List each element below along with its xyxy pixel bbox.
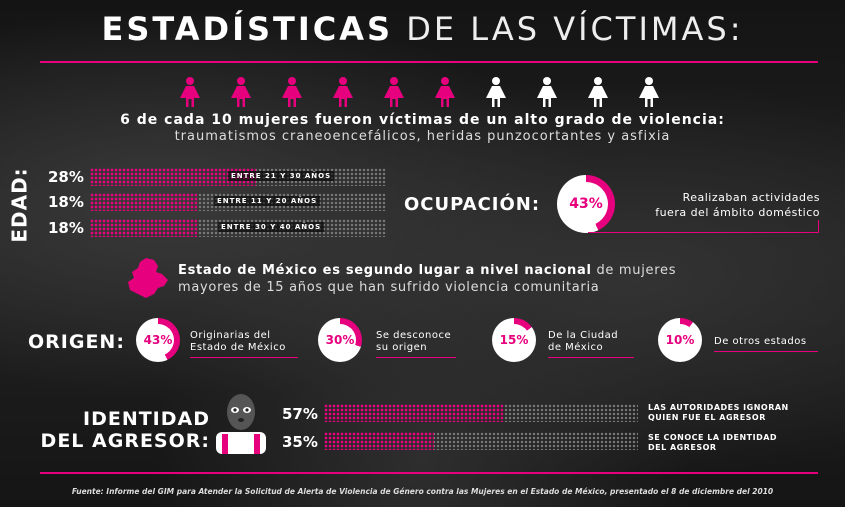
page-title: ESTADÍSTICAS DE LAS VÍCTIMAS:: [0, 10, 845, 48]
origen-ring-4: 10%: [658, 318, 702, 362]
origen-label: ORIGEN:: [28, 331, 125, 353]
ocupacion-desc: Realizaban actividades fuera del ámbito …: [600, 190, 820, 220]
agresor-label-line2: DEL AGRESOR:: [40, 430, 210, 452]
agresor-desc-2-line2: DEL AGRESOR: [648, 443, 717, 452]
edad-label: EDAD:: [7, 167, 32, 243]
origen-desc-3: De la Ciudad de México: [548, 330, 634, 358]
estado-rest: de mujeres: [591, 263, 677, 278]
origen-pct-2: 30%: [324, 324, 356, 356]
edad-bar-fill: [90, 219, 197, 237]
woman-icon: [639, 77, 659, 107]
agresor-desc-1-line1: LAS AUTORIDADES IGNORAN: [648, 403, 789, 412]
woman-icon: [435, 77, 455, 107]
origen-ring-2: 30%: [318, 318, 362, 362]
ocupacion-underline: [588, 220, 819, 233]
woman-icon: [180, 77, 200, 107]
origen-pct-3: 15%: [498, 324, 530, 356]
origen-desc-1: Originarias del Estado de México: [190, 330, 298, 358]
agresor-desc-1-line2: QUIEN FUE EL AGRESOR: [648, 413, 766, 422]
edad-range-label-1: ENTRE 21 Y 30 AÑOS: [228, 171, 335, 181]
edad-section-label: EDAD:: [7, 167, 50, 243]
victims-detail: traumatismos craneoencefálicos, heridas …: [174, 129, 671, 144]
agresor-label: IDENTIDAD DEL AGRESOR:: [20, 408, 210, 452]
ocupacion-line2: fuera del ámbito doméstico: [655, 206, 820, 219]
woman-icon: [384, 77, 404, 107]
woman-icon: [333, 77, 353, 107]
title-light: DE LAS VÍCTIMAS:: [406, 10, 744, 48]
agresor-pct-2: 35%: [282, 433, 318, 451]
agresor-desc-1: LAS AUTORIDADES IGNORAN QUIEN FUE EL AGR…: [648, 403, 789, 423]
woman-icon: [588, 77, 608, 107]
origen-desc-3-line2: de México: [548, 342, 604, 353]
origen-desc-4-line1: De otros estados: [714, 336, 807, 347]
edad-bar-fill: [90, 168, 256, 186]
origen-pct-4: 10%: [664, 324, 696, 356]
masked-aggressor-icon: [216, 394, 266, 454]
edad-bars: 28% ENTRE 21 Y 30 AÑOS 18% ENTRE 11 Y 20…: [48, 167, 388, 237]
title-bold: ESTADÍSTICAS: [101, 10, 394, 48]
woman-icon: [231, 77, 251, 107]
agresor-pct-1: 57%: [282, 405, 318, 423]
agresor-bar-fill: [324, 432, 434, 450]
victims-headline: 6 de cada 10 mujeres fueron víctimas de …: [120, 112, 725, 128]
women-icons-row: [178, 76, 688, 108]
bottom-divider: [40, 472, 818, 474]
edad-range-label-3: ENTRE 30 Y 40 AÑOS: [218, 222, 325, 232]
origen-desc-1-line1: Originarias del: [190, 330, 271, 341]
agresor-label-line1: IDENTIDAD: [83, 408, 210, 430]
ocupacion-ring: 43%: [557, 175, 615, 233]
edad-pct-1: 28%: [48, 168, 84, 186]
agresor-desc-2: SE CONOCE LA IDENTIDAD DEL AGRESOR: [648, 433, 777, 453]
origen-ring-1: 43%: [136, 318, 180, 362]
origen-desc-4: De otros estados: [714, 336, 818, 352]
woman-icon: [486, 77, 506, 107]
origen-desc-2-line2: su origen: [376, 342, 428, 353]
ocupacion-label: OCUPACIÓN:: [404, 194, 541, 215]
agresor-desc-2-line1: SE CONOCE LA IDENTIDAD: [648, 433, 778, 442]
origen-desc-3-line1: De la Ciudad: [548, 330, 619, 341]
origen-desc-2-line1: Se desconoce: [376, 330, 452, 341]
origen-ring-3: 15%: [492, 318, 536, 362]
agresor-bar-fill: [324, 404, 503, 422]
agresor-bar-1: [324, 404, 638, 422]
woman-icon: [282, 77, 302, 107]
source-footer: Fuente: Informe del GIM para Atender la …: [71, 487, 774, 496]
origen-pct-1: 43%: [142, 324, 174, 356]
agresor-bar-2: [324, 432, 638, 450]
edad-pct-2: 18%: [48, 193, 84, 211]
origen-desc-2: Se desconoce su origen: [376, 330, 456, 358]
ocupacion-line1: Realizaban actividades: [682, 191, 820, 204]
edad-pct-3: 18%: [48, 219, 84, 237]
estado-line2: mayores de 15 años que han sufrido viole…: [178, 280, 600, 295]
woman-icon: [537, 77, 557, 107]
estado-de-mexico-map-icon: [128, 258, 168, 298]
ocupacion-pct: 43%: [564, 182, 608, 226]
estado-text: Estado de México es segundo lugar a nive…: [178, 262, 676, 296]
top-divider: [40, 61, 818, 63]
edad-bar-fill: [90, 193, 197, 211]
estado-bold: Estado de México es segundo lugar a nive…: [178, 263, 592, 278]
edad-range-label-2: ENTRE 11 Y 20 AÑOS: [214, 196, 321, 206]
origen-desc-1-line2: Estado de México: [190, 342, 286, 353]
